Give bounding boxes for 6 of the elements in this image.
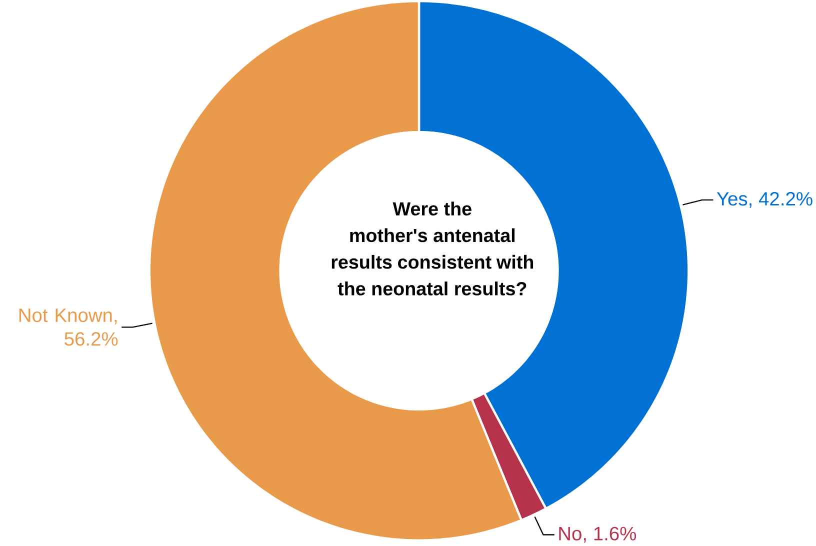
slice-label: No bbox=[559, 527, 582, 541]
text: Were the mother's antenatal results consistent with the neonatal results? bbox=[332, 202, 534, 296]
data-label: , 1.6% bbox=[584, 526, 636, 543]
data-label: , 42.2% bbox=[750, 192, 812, 208]
slice-label: Yes bbox=[716, 192, 748, 206]
slice-label: Not Known bbox=[19, 308, 112, 322]
